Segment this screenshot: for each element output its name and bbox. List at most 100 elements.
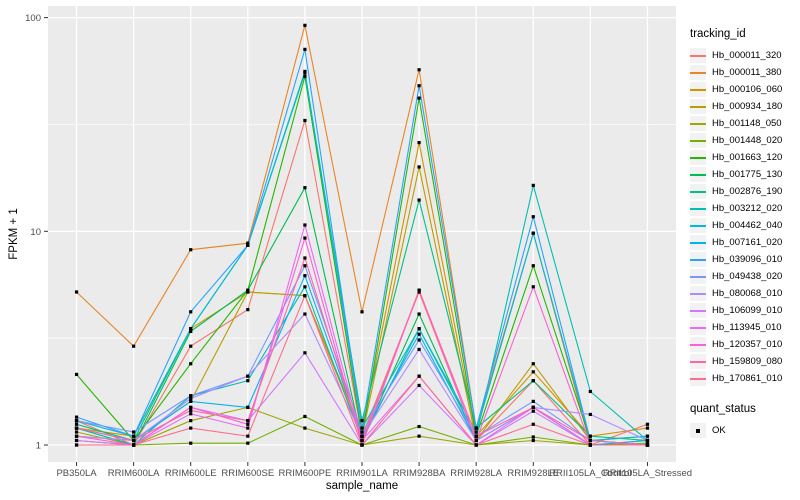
data-point [246, 379, 250, 383]
legend-item: Hb_003212_020 [690, 200, 800, 217]
legend-items: Hb_000011_320 Hb_000011_380 Hb_000106_060 H… [690, 47, 800, 387]
data-point [531, 285, 535, 289]
legend-key-swatch [690, 48, 706, 63]
data-point [417, 198, 421, 202]
data-point [531, 370, 535, 374]
data-point [132, 438, 136, 443]
legend-item: Hb_001148_050 [690, 115, 800, 132]
series-color-line-icon [690, 156, 706, 159]
data-point [474, 430, 478, 434]
legend-item: Hb_001448_020 [690, 132, 800, 149]
data-point [417, 327, 421, 331]
data-point [474, 443, 478, 447]
data-point [531, 409, 535, 413]
data-point [189, 394, 193, 398]
x-tick-label: RRIM600PE [279, 468, 332, 479]
series-color-line-icon [690, 275, 706, 278]
legend-item-label: Hb_106099_010 [712, 305, 783, 316]
data-point [474, 438, 478, 443]
series-color-line-icon [690, 139, 706, 142]
data-point [531, 362, 535, 366]
series-color-line-icon [690, 377, 706, 380]
legend-item: Hb_000106_060 [690, 81, 800, 98]
data-point [303, 285, 307, 289]
legend-key-swatch [690, 320, 706, 335]
data-point [303, 274, 307, 278]
data-point [588, 412, 592, 417]
data-point [303, 71, 307, 75]
data-point [417, 290, 421, 294]
data-point [189, 248, 193, 252]
legend-item-label: Hb_039096_010 [712, 254, 783, 265]
data-point [246, 426, 250, 430]
data-point [303, 414, 307, 419]
data-point [531, 435, 535, 439]
data-point [303, 264, 307, 268]
data-point [303, 23, 307, 27]
ok-marker-key [690, 423, 706, 438]
legend-item: Hb_002876_190 [690, 183, 800, 200]
legend-item-label: Hb_007161_020 [712, 237, 783, 248]
legend-item: Hb_039096_010 [690, 251, 800, 268]
data-point [189, 399, 193, 403]
data-point [246, 243, 250, 247]
data-point [132, 434, 136, 438]
series-color-line-icon [690, 326, 706, 329]
data-point [303, 69, 307, 74]
legend-key-swatch [690, 269, 706, 284]
legend-key-swatch [690, 201, 706, 216]
y-axis-title: FPKM + 1 [8, 208, 20, 260]
legend-item: Hb_106099_010 [690, 302, 800, 319]
series-color-line-icon [690, 88, 706, 91]
data-point [645, 426, 650, 430]
legend-item: Hb_004462_040 [690, 217, 800, 234]
legend-item-label: Hb_002876_190 [712, 186, 783, 197]
data-point [189, 419, 193, 423]
data-point [645, 434, 650, 438]
data-point [303, 47, 307, 51]
data-point [588, 434, 592, 438]
legend-item-label: Hb_120357_010 [712, 339, 783, 350]
x-tick-label: RRII105LA_Stressed [603, 468, 692, 479]
data-point [303, 312, 307, 316]
data-point [360, 430, 364, 434]
data-point [246, 434, 250, 438]
data-point [246, 374, 250, 378]
x-tick-label: RRIM928LE [507, 468, 559, 479]
series-color-line-icon [690, 241, 706, 244]
data-point [531, 399, 535, 403]
legend-item-label: Hb_001448_020 [712, 135, 783, 146]
data-point [645, 422, 650, 426]
point-marker-icon [696, 428, 700, 433]
x-tick-label: RRIM928BA [393, 468, 446, 479]
data-point [189, 408, 193, 413]
x-axis-title: sample_name [325, 480, 399, 492]
data-point [360, 438, 364, 443]
x-tick-label: RRIM928LA [450, 468, 502, 479]
legend-item-label: Hb_113945_010 [712, 322, 782, 333]
legend-item-label: Hb_080068_010 [712, 288, 783, 299]
data-point [303, 186, 307, 190]
data-point [74, 434, 79, 438]
data-point [303, 351, 307, 355]
legend-title-tracking-id: tracking_id [690, 28, 746, 40]
data-point [74, 372, 79, 376]
data-point [303, 118, 307, 123]
data-point [74, 419, 79, 423]
x-tick-label: RRIM901LA [336, 468, 388, 479]
series-color-line-icon [690, 122, 706, 125]
legend-key-swatch [690, 286, 706, 301]
data-point [588, 438, 592, 443]
legend-item-label: Hb_001148_050 [712, 118, 782, 129]
legend: tracking_id Hb_000011_320 Hb_000011_380 Hb… [690, 28, 800, 439]
y-tick-label: 1 [36, 441, 41, 452]
x-tick-label: RRIM600LA [108, 468, 160, 479]
x-tick-label: RRIM600LE [165, 468, 217, 479]
legend-item-label: OK [712, 425, 726, 436]
legend-item-ok: OK [690, 422, 800, 439]
legend-item-label: Hb_000934_180 [712, 101, 783, 112]
data-point [417, 165, 421, 169]
data-point [417, 383, 421, 388]
legend-item-label: Hb_000106_060 [712, 84, 783, 95]
data-point [189, 344, 193, 348]
